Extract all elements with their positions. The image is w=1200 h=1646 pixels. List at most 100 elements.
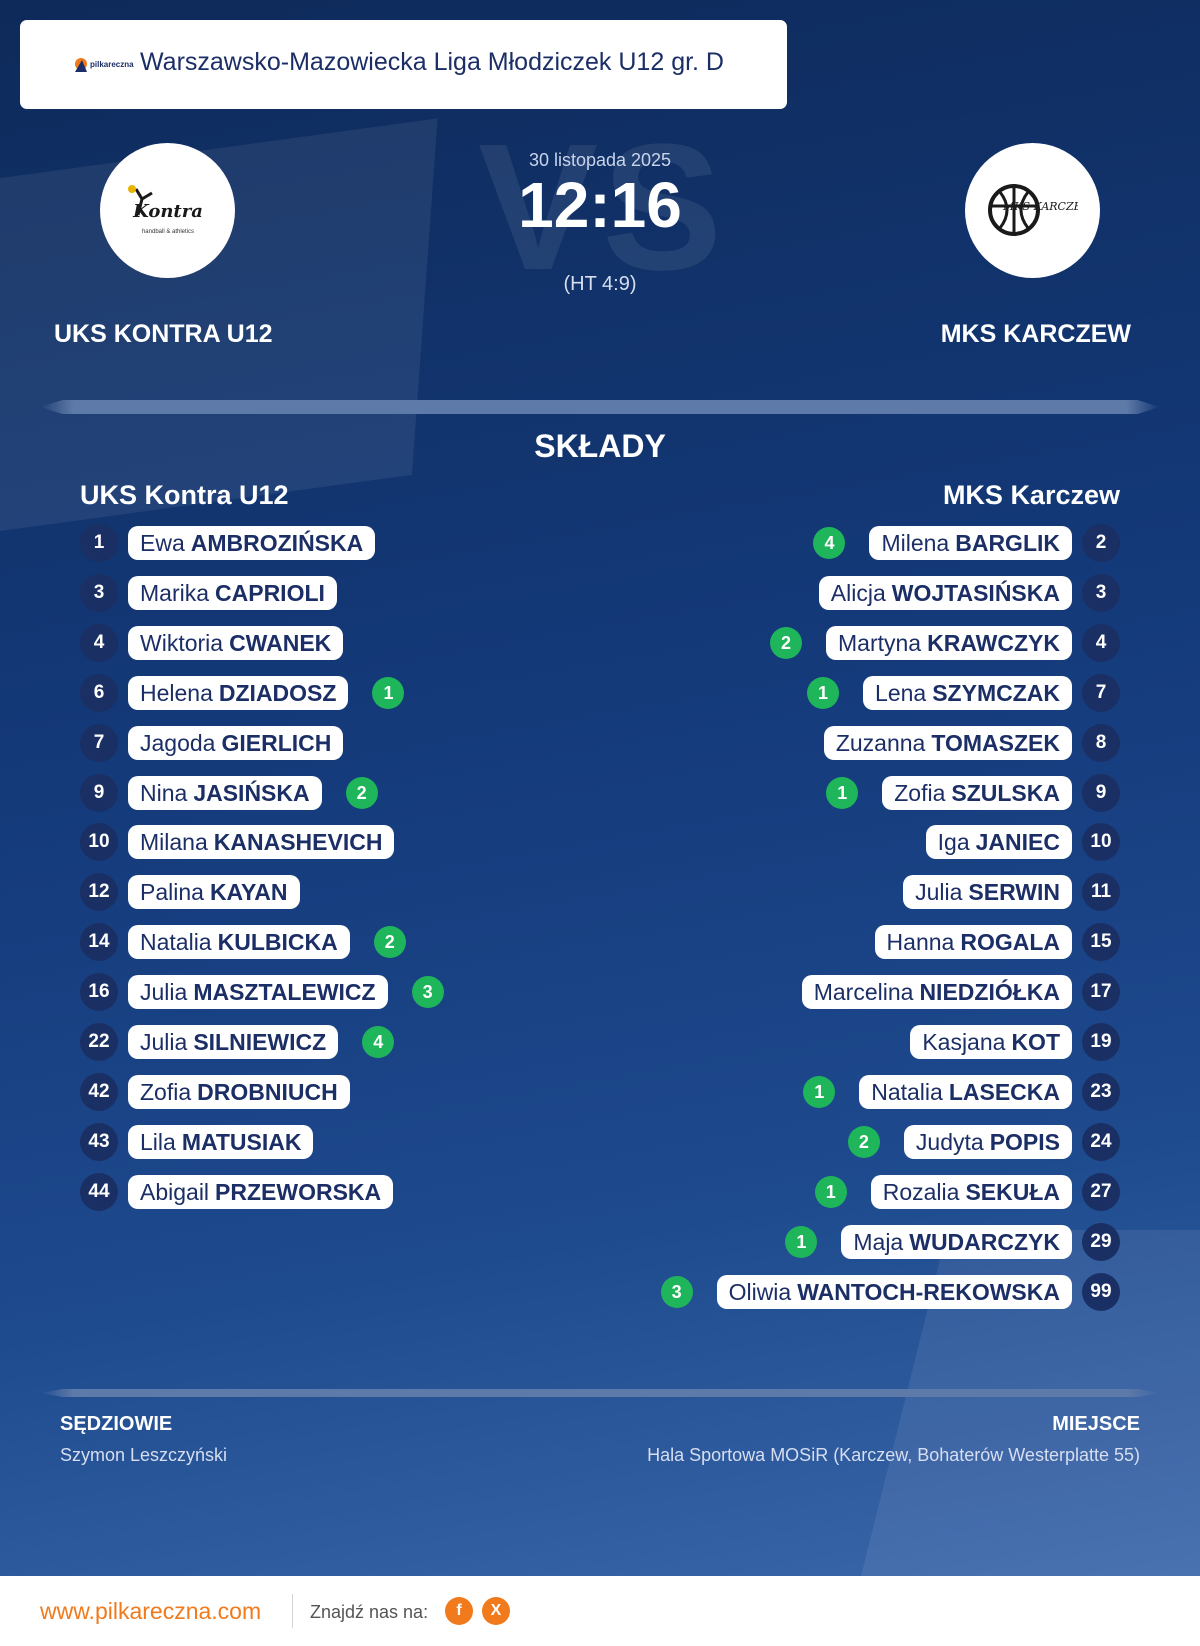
player-first-name: Alicja xyxy=(830,579,886,606)
player-name: Zuzanna TOMASZEK xyxy=(823,726,1072,760)
home-squad-title: UKS Kontra U12 xyxy=(80,480,289,510)
player-first-name: Maja xyxy=(853,1228,904,1255)
league-title: Warszawsko-Mazowiecka Liga Młodziczek U1… xyxy=(140,48,724,76)
player-last-name: WANTOCH-REKOWSKA xyxy=(797,1278,1060,1305)
shirt-number: 44 xyxy=(80,1173,118,1211)
karczew-logo-icon: MKS KARCZEW xyxy=(987,183,1078,236)
home-player-row: 7 Jagoda GIERLICH xyxy=(80,724,344,762)
kontra-logo-icon: Kontra handball & athletics xyxy=(127,184,202,235)
footer: www.pilkareczna.com Znajdź nas na: f X xyxy=(0,1576,1200,1646)
player-last-name: LASECKA xyxy=(948,1078,1060,1105)
goals-badge: 1 xyxy=(826,777,859,809)
home-player-row: 12 Palina KAYAN xyxy=(80,873,300,911)
goals-badge: 1 xyxy=(803,1076,836,1108)
player-first-name: Lena xyxy=(875,679,927,706)
shirt-number: 42 xyxy=(80,1073,118,1111)
player-first-name: Hanna xyxy=(886,928,955,955)
shirt-number: 27 xyxy=(1082,1173,1120,1211)
goals-badge: 1 xyxy=(372,677,405,709)
home-team-logo: Kontra handball & athletics xyxy=(100,143,235,278)
player-name: Marcelina NIEDZIÓŁKA xyxy=(801,975,1072,1009)
player-name: Judyta POPIS xyxy=(903,1125,1072,1159)
player-first-name: Natalia xyxy=(140,928,212,955)
player-last-name: WUDARCZYK xyxy=(909,1228,1060,1255)
away-player-row: 8 Zuzanna TOMASZEK xyxy=(823,724,1120,762)
player-first-name: Zofia xyxy=(140,1078,192,1105)
shirt-number: 8 xyxy=(1082,724,1120,762)
facebook-icon[interactable]: f xyxy=(445,1597,473,1625)
home-player-row: 44 Abigail PRZEWORSKA xyxy=(80,1173,394,1211)
shirt-number: 14 xyxy=(80,923,118,961)
player-last-name: KOT xyxy=(1011,1028,1060,1055)
away-player-row: 7 Lena SZYMCZAK 1 xyxy=(807,674,1120,712)
player-name: Rozalia SEKUŁA xyxy=(870,1175,1072,1209)
league-logo-text: pilkareczna xyxy=(90,60,134,69)
away-player-row: 3 Alicja WOJTASIŃSKA xyxy=(818,574,1120,612)
player-name: Ewa AMBROZIŃSKA xyxy=(128,526,376,560)
pilkareczna-logo-icon: pilkareczna xyxy=(75,58,134,72)
player-last-name: KAYAN xyxy=(209,878,288,905)
player-first-name: Martyna xyxy=(838,629,922,656)
shirt-number: 22 xyxy=(80,1023,118,1061)
player-first-name: Iga xyxy=(937,828,970,855)
final-score: 12:16 xyxy=(518,169,682,241)
shirt-number: 9 xyxy=(80,774,118,812)
home-player-row: 22 Julia SILNIEWICZ 4 xyxy=(80,1023,395,1061)
footer-separator xyxy=(292,1594,293,1628)
away-team-name: MKS KARCZEW xyxy=(940,320,1131,348)
player-name: Julia MASZTALEWICZ xyxy=(128,975,388,1009)
player-last-name: MASZTALEWICZ xyxy=(193,978,376,1005)
player-first-name: Julia xyxy=(140,1028,188,1055)
website-link[interactable]: www.pilkareczna.com xyxy=(40,1598,262,1624)
player-last-name: SZYMCZAK xyxy=(932,679,1060,706)
find-us-label: Znajdź nas na: xyxy=(310,1602,429,1622)
goals-badge: 2 xyxy=(373,926,406,958)
player-name: Milana KANASHEVICH xyxy=(128,825,395,859)
halftime-score: (HT 4:9) xyxy=(563,273,637,295)
player-last-name: SEKUŁA xyxy=(965,1178,1060,1205)
player-name: Zofia SZULSKA xyxy=(882,776,1072,810)
player-name: Abigail PRZEWORSKA xyxy=(128,1175,394,1209)
away-player-row: 17 Marcelina NIEDZIÓŁKA xyxy=(801,973,1120,1011)
shirt-number: 11 xyxy=(1082,873,1120,911)
player-last-name: KULBICKA xyxy=(217,928,338,955)
player-name: Helena DZIADOSZ xyxy=(128,676,349,710)
player-last-name: BARGLIK xyxy=(955,529,1060,556)
player-last-name: DZIADOSZ xyxy=(218,679,337,706)
divider xyxy=(40,400,1160,414)
shirt-number: 6 xyxy=(80,674,118,712)
home-player-row: 43 Lila MATUSIAK xyxy=(80,1123,314,1161)
home-player-row: 6 Helena DZIADOSZ 1 xyxy=(80,674,405,712)
shirt-number: 4 xyxy=(80,624,118,662)
goals-badge: 1 xyxy=(814,1176,847,1208)
player-name: Maja WUDARCZYK xyxy=(841,1225,1072,1259)
player-name: Marika CAPRIOLI xyxy=(128,576,337,610)
home-player-row: 9 Nina JASIŃSKA 2 xyxy=(80,774,378,812)
player-name: Zofia DROBNIUCH xyxy=(128,1075,350,1109)
x-icon[interactable]: X xyxy=(482,1597,510,1625)
player-name: Jagoda GIERLICH xyxy=(128,726,344,760)
player-first-name: Natalia xyxy=(871,1078,943,1105)
player-last-name: TOMASZEK xyxy=(931,729,1060,756)
shirt-number: 9 xyxy=(1082,774,1120,812)
shirt-number: 15 xyxy=(1082,923,1120,961)
referees-value: Szymon Leszczyński xyxy=(60,1445,228,1465)
divider xyxy=(40,1389,1160,1397)
home-player-row: 4 Wiktoria CWANEK xyxy=(80,624,344,662)
player-last-name: CWANEK xyxy=(229,629,332,656)
kontra-logo-subtext: handball & athletics xyxy=(141,229,193,235)
away-player-row: 15 Hanna ROGALA xyxy=(874,923,1120,961)
home-player-row: 3 Marika CAPRIOLI xyxy=(80,574,337,612)
shirt-number: 43 xyxy=(80,1123,118,1161)
player-name: Oliwia WANTOCH-REKOWSKA xyxy=(716,1275,1072,1309)
player-last-name: JASIŃSKA xyxy=(193,779,310,806)
player-name: Iga JANIEC xyxy=(925,825,1072,859)
player-last-name: KANASHEVICH xyxy=(213,828,383,855)
home-player-row: 14 Natalia KULBICKA 2 xyxy=(80,923,406,961)
away-player-row: 27 Rozalia SEKUŁA 1 xyxy=(814,1173,1120,1211)
player-name: Kasjana KOT xyxy=(910,1025,1072,1059)
player-first-name: Marcelina xyxy=(813,978,914,1005)
match-date: 30 listopada 2025 xyxy=(528,150,672,170)
player-first-name: Zuzanna xyxy=(835,729,926,756)
home-player-row: 1 Ewa AMBROZIŃSKA xyxy=(80,524,376,562)
